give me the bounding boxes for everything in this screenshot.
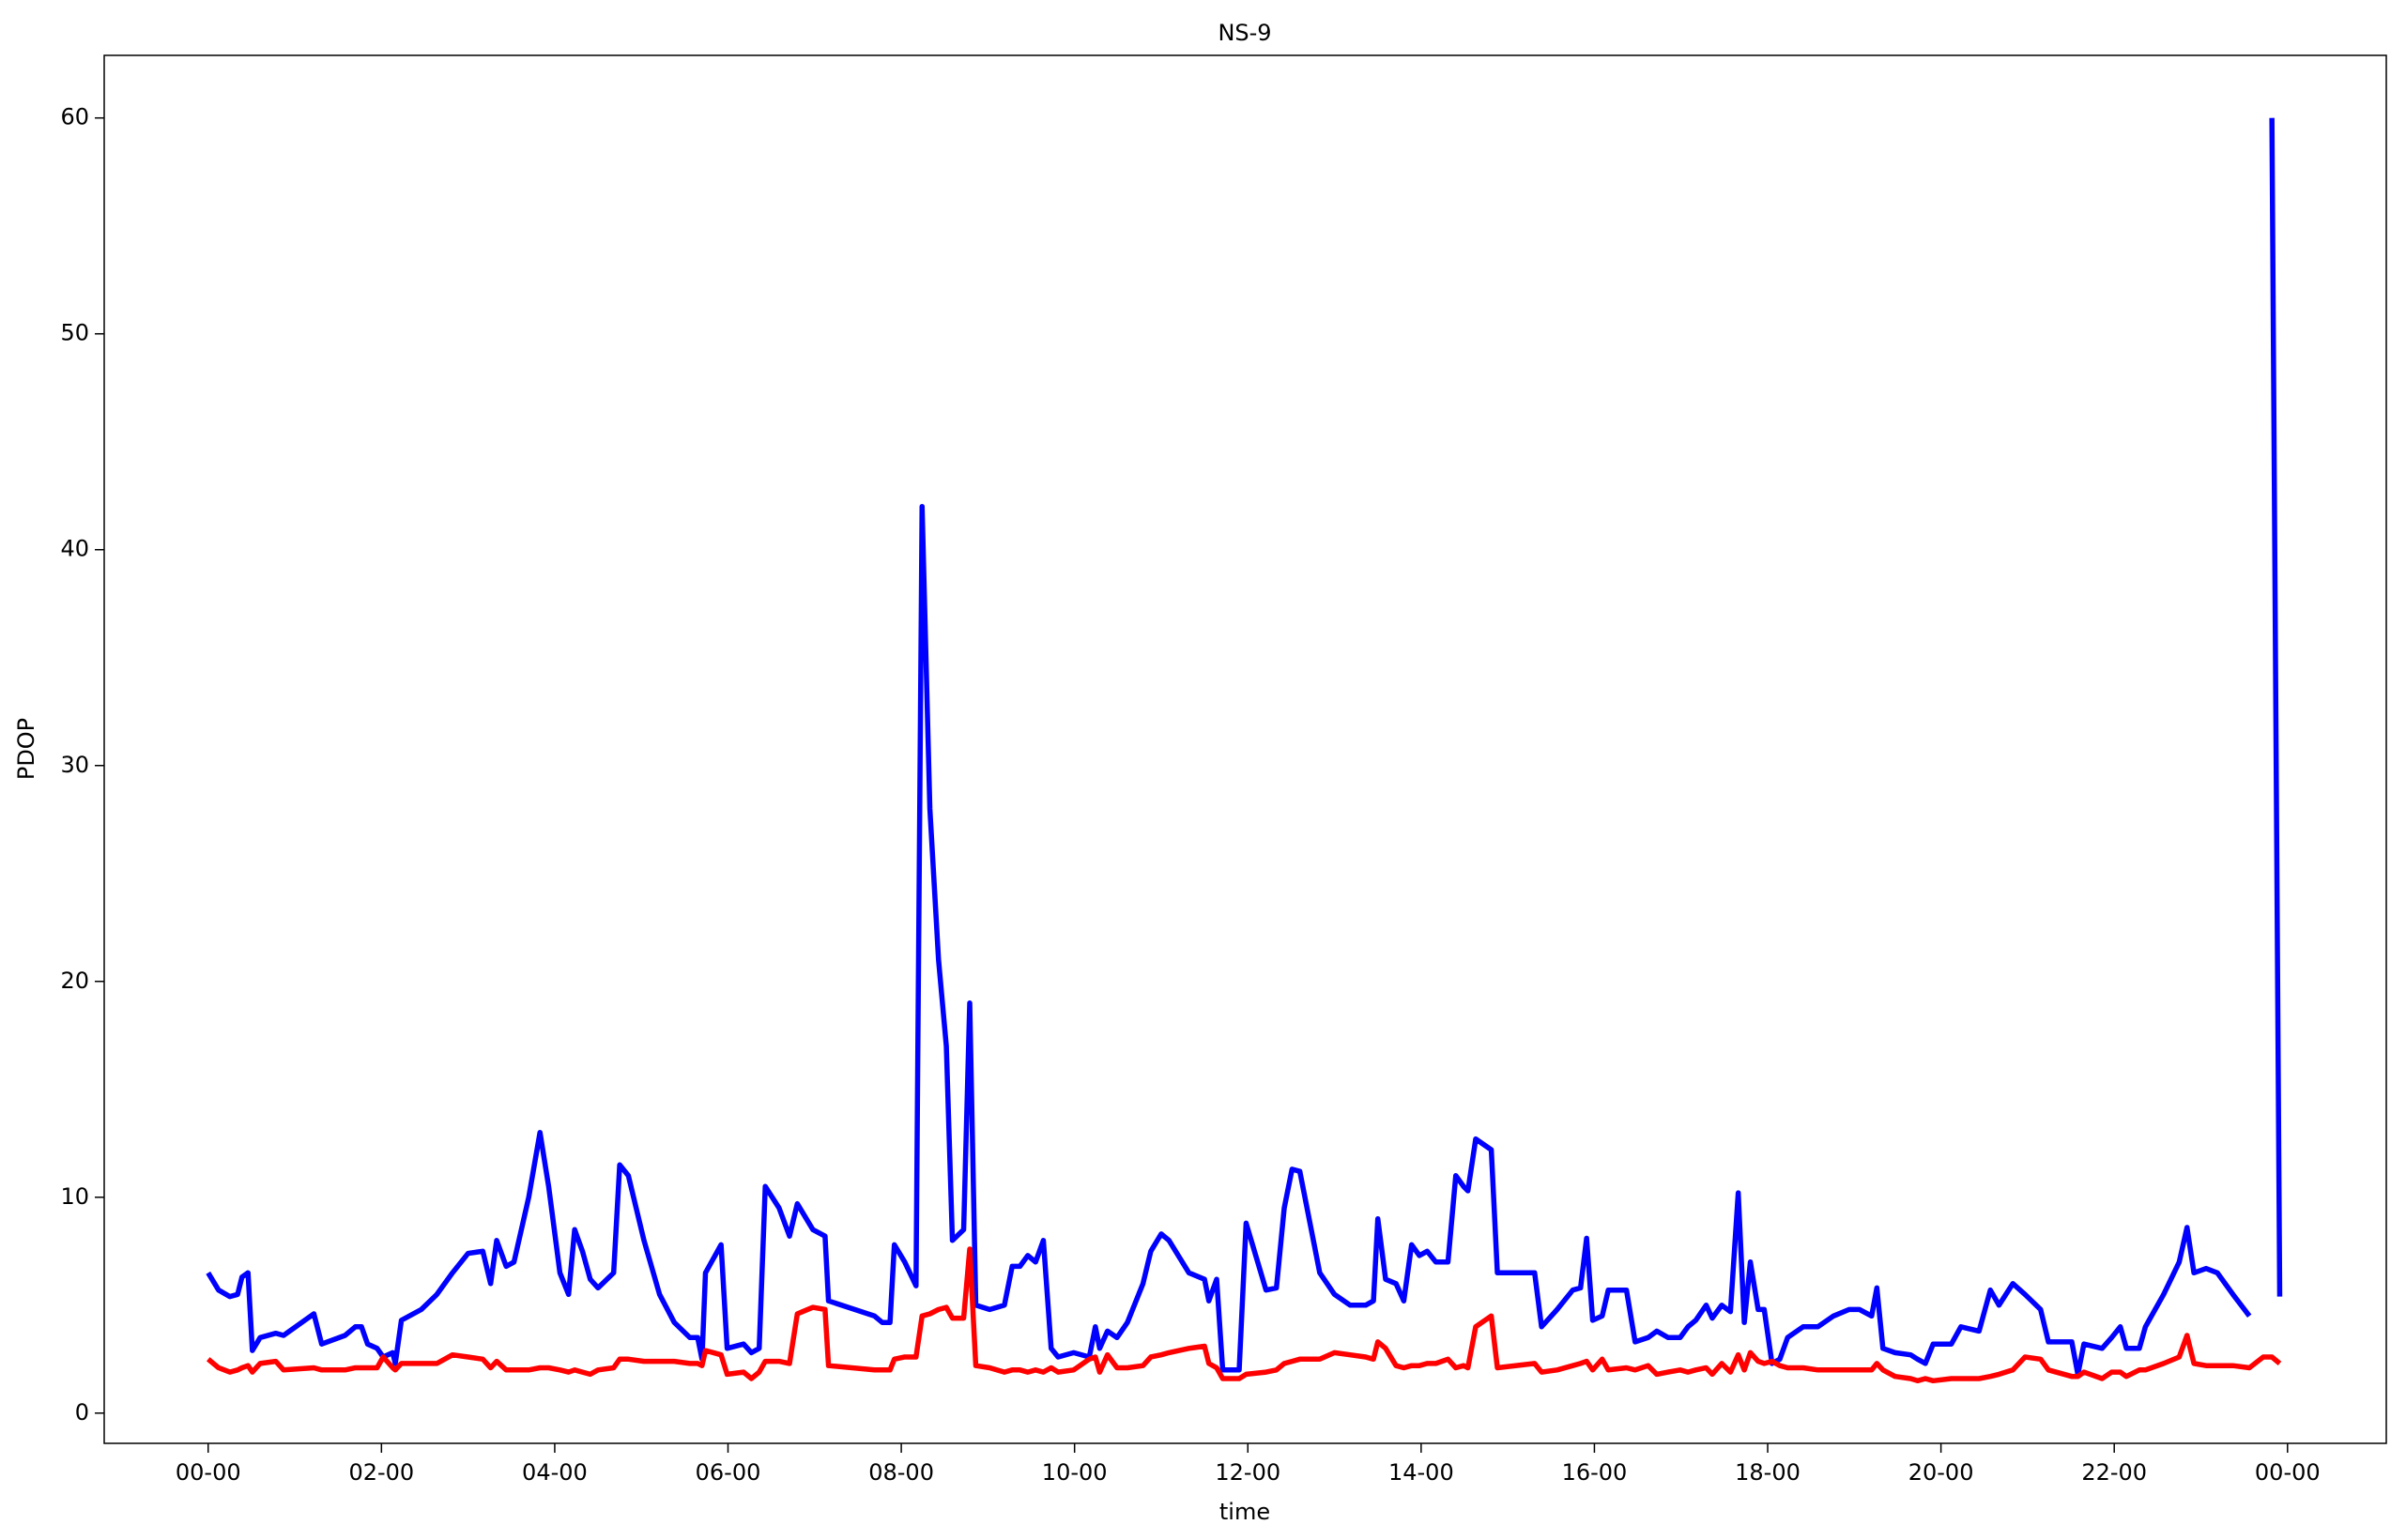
x-tick-label: 12-00 <box>1215 1459 1280 1486</box>
x-tick-label: 10-00 <box>1042 1459 1108 1486</box>
y-tick-label: 60 <box>60 104 89 130</box>
data-line <box>206 117 2283 1378</box>
x-tick-label: 06-00 <box>696 1459 761 1486</box>
x-tick-label: 02-00 <box>348 1459 414 1486</box>
plot-frame <box>103 54 2387 1444</box>
x-tick-label: 14-00 <box>1388 1459 1454 1486</box>
y-tick-label: 50 <box>60 320 89 346</box>
x-tick-label: 00-00 <box>2255 1459 2321 1486</box>
x-axis-label: time <box>1219 1499 1270 1525</box>
x-tick-label: 20-00 <box>1908 1459 1974 1486</box>
chart-title: NS-9 <box>1218 20 1271 46</box>
x-tick-label: 00-00 <box>176 1459 241 1486</box>
y-tick-label: 10 <box>60 1183 89 1210</box>
data-line <box>206 1246 2282 1384</box>
x-tick-label: 08-00 <box>868 1459 934 1486</box>
y-axis-label: PDOP <box>13 718 39 780</box>
x-tick-label: 22-00 <box>2081 1459 2147 1486</box>
y-tick-label: 40 <box>60 536 89 562</box>
x-tick-label: 16-00 <box>1562 1459 1628 1486</box>
x-tick-label: 04-00 <box>522 1459 588 1486</box>
x-tick-label: 18-00 <box>1735 1459 1801 1486</box>
y-tick-label: 20 <box>60 968 89 994</box>
y-tick-label: 0 <box>75 1399 89 1426</box>
y-tick-label: 30 <box>60 752 89 778</box>
